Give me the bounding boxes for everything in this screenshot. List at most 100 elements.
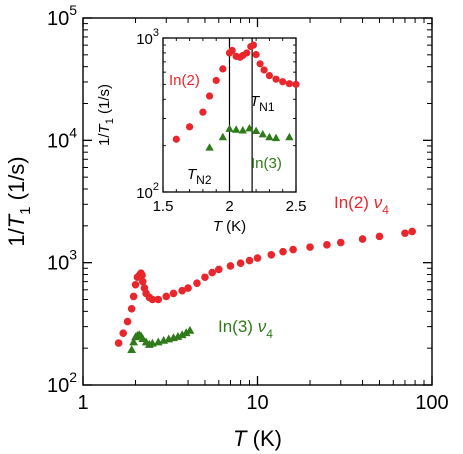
inset-y-tick-base: 10 [136, 185, 153, 202]
data-point-circle [127, 304, 136, 313]
y-tick-label: 102 [47, 369, 77, 397]
inset-data-point-circle [243, 49, 251, 57]
x-axis-title: T (K) [233, 426, 282, 451]
data-point-circle [138, 277, 147, 286]
x-tick-label: 10 [246, 392, 268, 414]
data-point-circle [306, 243, 314, 251]
inset-y-tick-label: 103 [136, 27, 159, 48]
y-tick-label: 105 [47, 2, 77, 30]
y-tick-label: 103 [47, 247, 77, 275]
data-point-triangle [177, 330, 187, 339]
data-point-circle [193, 279, 201, 287]
data-point-circle [253, 254, 262, 262]
y-axis-prefix: 1/ [4, 227, 29, 246]
data-point-circle [154, 295, 163, 304]
inset-y-axis-symbol: T [96, 122, 113, 133]
data-point-circle [129, 292, 138, 301]
inset-data-point-circle [219, 65, 227, 73]
inset-data-point-triangle [258, 129, 267, 138]
data-point-circle [289, 245, 297, 254]
inset-data-point-triangle [265, 132, 274, 141]
data-point-circle [169, 289, 178, 298]
data-point-circle [184, 284, 192, 292]
data-point-circle [114, 339, 123, 347]
transition-label-tn2: TN2 [187, 166, 212, 187]
inset-data-point-circle [265, 71, 273, 80]
inset-data-point-circle [252, 51, 260, 59]
data-point-circle [245, 256, 254, 265]
inset-data-point-circle [292, 80, 300, 88]
data-point-circle [236, 259, 245, 268]
y-tick-base: 10 [47, 130, 69, 152]
y-tick-base: 10 [47, 375, 69, 397]
series-label-symbol: ν [258, 317, 267, 336]
y-tick-base: 10 [47, 8, 69, 30]
inset-data-point-triangle [245, 123, 254, 132]
inset-y-tick-exponent: 3 [153, 27, 159, 39]
data-point-circle [375, 232, 384, 241]
inset-y-tick-label: 102 [136, 181, 159, 202]
series-label-subscript: 4 [266, 327, 273, 341]
data-point-circle [123, 317, 132, 326]
inset-data-point-circle [172, 135, 180, 143]
series-label-in3: In(3) ν4 [218, 317, 273, 341]
y-tick-exponent: 2 [69, 369, 77, 385]
y-tick-exponent: 4 [69, 124, 77, 140]
inset-data-point-triangle [251, 126, 261, 135]
inset-y-tick-base: 10 [136, 31, 153, 48]
y-tick-exponent: 5 [69, 2, 77, 18]
transition-symbol: T [250, 93, 261, 110]
inset-data-point-circle [279, 78, 287, 86]
inset-data-point-triangle [285, 132, 294, 141]
inset-x-tick-label: 2.5 [286, 198, 307, 215]
series-label-in2: In(2) ν4 [334, 193, 389, 217]
inset-series-1 [205, 123, 294, 151]
inset-data-point-circle [260, 66, 268, 74]
inset-y-axis-prefix: 1/ [96, 133, 113, 146]
inset-data-point-triangle [225, 124, 234, 132]
y-axis-subscript: 1 [17, 206, 34, 214]
y-tick-exponent: 3 [69, 247, 77, 263]
transition-label-tn1: TN1 [250, 93, 275, 114]
inset-data-point-circle [199, 108, 207, 116]
data-point-circle [131, 280, 140, 289]
data-point-circle [226, 262, 235, 270]
data-point-circle [178, 286, 186, 295]
inset-x-tick-label: 1.5 [153, 198, 174, 215]
series-label-text: In(3) [218, 317, 258, 336]
data-point-circle [148, 295, 157, 304]
inset-data-point-circle [272, 75, 280, 83]
inset-data-point-circle [205, 92, 214, 100]
inset-y-axis-subscript: 1 [104, 118, 116, 124]
x-axis-symbol: T [233, 426, 248, 451]
inset-data-point-circle [256, 60, 264, 68]
inset-data-point-circle [212, 76, 220, 85]
x-axis-unit: (K) [247, 426, 282, 451]
inset-y-axis-title: 1/T1 (1/s) [96, 84, 116, 146]
data-point-circle [358, 235, 367, 243]
y-axis-unit: (1/s) [4, 156, 29, 206]
data-point-circle [208, 268, 216, 277]
data-point-circle [138, 271, 146, 279]
inset-series-0 [172, 41, 300, 143]
series-0 [114, 227, 416, 347]
inset-data-point-triangle [218, 132, 227, 141]
inset-data-point-triangle [232, 125, 241, 133]
inset-x-axis-unit: (K) [222, 218, 246, 235]
data-point-triangle [127, 345, 137, 354]
y-tick-base: 10 [47, 253, 69, 275]
inset-x-tick-label: 2 [225, 198, 233, 215]
transition-symbol: T [187, 166, 198, 183]
inset-data-point-circle [285, 80, 293, 88]
x-tick-label: 100 [415, 392, 448, 414]
series-label-text: In(2) [334, 193, 374, 212]
data-point-circle [201, 273, 209, 282]
data-point-circle [279, 247, 287, 256]
y-axis-symbol: T [4, 213, 29, 228]
inset-series-label-in3: In(3) [251, 155, 282, 172]
inset-data-point-triangle [205, 143, 214, 151]
inset-data-point-circle [228, 46, 236, 55]
series-label-subscript: 4 [382, 203, 389, 217]
y-tick-label: 104 [47, 124, 77, 152]
